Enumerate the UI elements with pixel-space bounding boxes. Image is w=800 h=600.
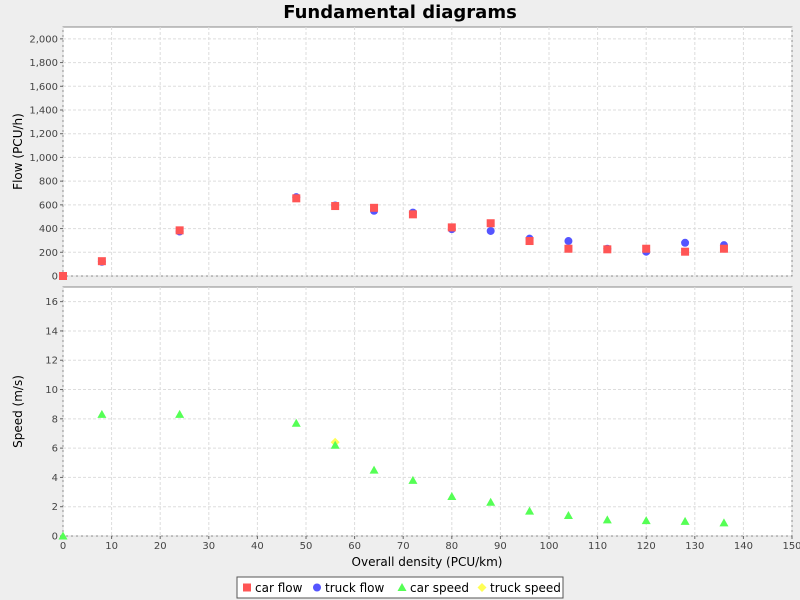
- speed-y-tick-label: 14: [45, 326, 58, 337]
- legend-label: truck speed: [490, 581, 561, 595]
- x-tick-label: 20: [154, 541, 167, 552]
- speed-y-tick-label: 12: [45, 356, 58, 367]
- legend-label: car speed: [410, 581, 469, 595]
- x-tick-label: 90: [494, 541, 507, 552]
- speed-plot: 0 2 4 6 8 10 12 14 16 0 10 20 30 40 50 60 70 80 90 100 110 12…: [11, 286, 800, 552]
- x-tick-label: 80: [445, 541, 458, 552]
- legend-marker-truck-flow: [313, 583, 321, 592]
- x-tick-label: 150: [782, 541, 800, 552]
- car-flow-point: [525, 237, 534, 246]
- car-speed-point: [719, 518, 729, 527]
- legend-marker-truck-speed: [477, 583, 487, 592]
- legend-item-car-flow: car flow: [243, 581, 303, 595]
- car-flow-point: [292, 194, 301, 203]
- x-tick-label: 30: [202, 541, 215, 552]
- car-speed-point: [175, 409, 185, 418]
- car-flow-point: [331, 202, 340, 211]
- car-flow-point: [370, 203, 379, 212]
- car-speed-point: [447, 491, 457, 500]
- x-tick-label: 140: [734, 541, 753, 552]
- flow-y-tick-label: 800: [39, 177, 58, 188]
- flow-y-tick-label: 400: [39, 224, 58, 235]
- car-speed-point: [291, 418, 301, 427]
- car-flow-point: [59, 272, 67, 280]
- legend: car flow truck flow car speed truck speed: [236, 576, 564, 599]
- car-speed-point: [408, 475, 418, 484]
- legend-item-truck-flow: truck flow: [313, 581, 385, 595]
- flow-y-tick-label: 0: [52, 272, 58, 283]
- speed-y-tick-label: 4: [52, 473, 58, 484]
- speed-y-tick-label: 6: [52, 444, 58, 455]
- car-speed-point: [525, 506, 535, 515]
- flow-y-tick-label: 1,000: [29, 153, 58, 164]
- flow-y-tick-label: 200: [39, 248, 58, 259]
- car-speed-point: [97, 409, 107, 418]
- x-tick-label: 110: [588, 541, 607, 552]
- flow-y-tick-label: 1,800: [29, 58, 58, 69]
- speed-plot-area: [62, 286, 793, 537]
- car-flow-point: [408, 210, 417, 219]
- speed-y-axis-label: Speed (m/s): [11, 375, 25, 448]
- car-flow-point: [447, 223, 456, 232]
- car-speed-point: [641, 516, 651, 525]
- car-speed-point: [563, 510, 573, 519]
- speed-y-tick-label: 10: [45, 385, 58, 396]
- x-tick-label: 130: [685, 541, 704, 552]
- car-speed-point: [680, 516, 690, 525]
- car-flow-point: [681, 247, 690, 256]
- car-flow-point: [642, 244, 651, 253]
- truck-flow-point: [681, 238, 690, 247]
- truck-flow-point: [564, 237, 573, 246]
- legend-label: truck flow: [325, 581, 385, 595]
- legend-marker-car-flow: [243, 583, 251, 592]
- car-flow-point: [603, 245, 612, 254]
- x-tick-label: 10: [105, 541, 118, 552]
- car-flow-point: [564, 244, 573, 253]
- speed-y-tick-label: 0: [52, 532, 58, 543]
- x-tick-label: 40: [251, 541, 264, 552]
- truck-flow-point: [486, 226, 495, 235]
- car-flow-point: [486, 219, 495, 228]
- legend-item-car-speed: car speed: [397, 581, 469, 595]
- legend-label: car flow: [255, 581, 303, 595]
- car-speed-point: [58, 531, 68, 540]
- car-speed-point: [369, 465, 379, 474]
- flow-y-tick-label: 1,600: [29, 82, 58, 93]
- flow-plot-area: [62, 26, 793, 277]
- x-tick-label: 60: [348, 541, 361, 552]
- car-flow-point: [175, 226, 184, 235]
- car-speed-point: [486, 497, 496, 506]
- speed-y-tick-label: 2: [52, 502, 58, 513]
- x-tick-label: 50: [300, 541, 313, 552]
- flow-y-tick-label: 600: [39, 200, 58, 211]
- speed-y-tick-label: 8: [52, 414, 58, 425]
- x-tick-label: 70: [397, 541, 410, 552]
- legend-item-truck-speed: truck speed: [477, 581, 561, 595]
- car-flow-point: [719, 244, 728, 253]
- flow-y-tick-label: 2,000: [29, 34, 58, 45]
- x-axis-label: Overall density (PCU/km): [352, 555, 503, 569]
- x-tick-label: 0: [60, 541, 66, 552]
- x-tick-label: 100: [539, 541, 558, 552]
- car-flow-point: [97, 257, 106, 266]
- chart-title: Fundamental diagrams: [283, 2, 517, 23]
- flow-plot: 0 200 400 600 800 1,000 1,200 1,400 1,600 1,800 2,…: [11, 26, 793, 283]
- flow-y-tick-label: 1,400: [29, 106, 58, 117]
- flow-y-axis-label: Flow (PCU/h): [11, 113, 25, 190]
- flow-y-tick-label: 1,200: [29, 129, 58, 140]
- legend-marker-car-speed: [397, 583, 407, 591]
- car-speed-point: [602, 515, 612, 524]
- series-car-flow: [59, 194, 728, 280]
- car-speed-point: [330, 440, 340, 449]
- series-car-speed: [58, 409, 729, 540]
- x-tick-label: 120: [637, 541, 656, 552]
- speed-y-tick-label: 16: [45, 297, 58, 308]
